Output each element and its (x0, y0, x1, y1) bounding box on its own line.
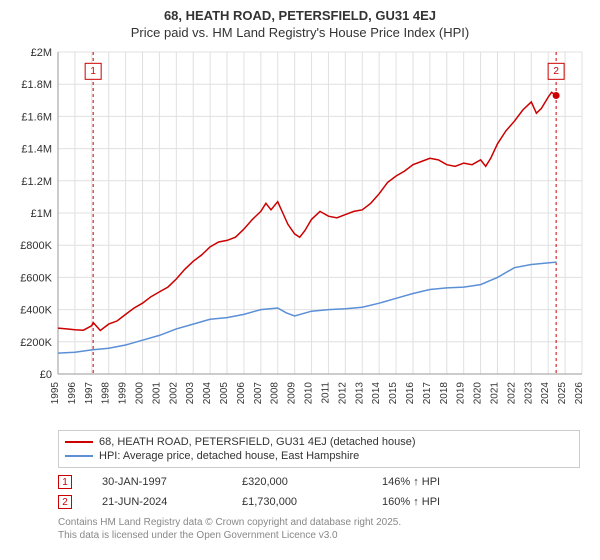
legend-swatch-icon (65, 455, 93, 457)
svg-text:1998: 1998 (101, 382, 112, 405)
svg-text:£400K: £400K (20, 305, 52, 317)
svg-text:£1.4M: £1.4M (21, 144, 52, 156)
svg-text:2025: 2025 (557, 382, 568, 405)
svg-text:2006: 2006 (236, 382, 247, 405)
marker-badge: 1 (58, 475, 72, 489)
title-subtitle: Price paid vs. HM Land Registry's House … (10, 25, 590, 40)
svg-text:2021: 2021 (489, 382, 500, 405)
svg-text:2017: 2017 (422, 382, 433, 405)
svg-text:2002: 2002 (168, 382, 179, 405)
data-point-row: 1 30-JAN-1997 £320,000 146% ↑ HPI (58, 472, 580, 492)
page: 68, HEATH ROAD, PETERSFIELD, GU31 4EJ Pr… (0, 0, 600, 560)
svg-text:2023: 2023 (523, 382, 534, 405)
legend-label: 68, HEATH ROAD, PETERSFIELD, GU31 4EJ (d… (99, 436, 415, 448)
svg-text:2013: 2013 (354, 382, 365, 405)
data-point-date: 21-JUN-2024 (102, 496, 212, 508)
footer-copyright: Contains HM Land Registry data © Crown c… (58, 516, 580, 529)
data-point-date: 30-JAN-1997 (102, 476, 212, 488)
svg-text:2016: 2016 (405, 382, 416, 405)
svg-text:2005: 2005 (219, 382, 230, 405)
svg-text:2: 2 (553, 66, 559, 77)
svg-text:2022: 2022 (506, 382, 517, 405)
svg-text:1: 1 (90, 66, 96, 77)
svg-text:£800K: £800K (20, 240, 52, 252)
svg-text:2003: 2003 (185, 382, 196, 405)
svg-text:£1.8M: £1.8M (21, 79, 52, 91)
data-point-row: 2 21-JUN-2024 £1,730,000 160% ↑ HPI (58, 492, 580, 512)
svg-text:£1.2M: £1.2M (21, 176, 52, 188)
svg-text:2009: 2009 (287, 382, 298, 405)
svg-text:2011: 2011 (320, 382, 331, 404)
svg-text:2018: 2018 (439, 382, 450, 405)
svg-text:2007: 2007 (253, 382, 264, 405)
chart-svg: £0 £200K £400K £600K £800K £1M £1.2M £1.4M £1.6M… (10, 44, 590, 424)
svg-text:2001: 2001 (151, 382, 162, 405)
svg-text:1997: 1997 (84, 382, 95, 405)
svg-text:2010: 2010 (304, 382, 315, 405)
data-point-hpi: 160% ↑ HPI (382, 496, 440, 508)
svg-text:2015: 2015 (388, 382, 399, 405)
svg-text:2014: 2014 (371, 382, 382, 405)
data-points-table: 1 30-JAN-1997 £320,000 146% ↑ HPI 2 21-J… (58, 472, 580, 512)
svg-text:1999: 1999 (118, 382, 129, 405)
svg-text:2008: 2008 (270, 382, 281, 405)
data-point-price: £1,730,000 (242, 496, 352, 508)
legend: 68, HEATH ROAD, PETERSFIELD, GU31 4EJ (d… (58, 430, 580, 468)
svg-text:£1.6M: £1.6M (21, 111, 52, 123)
legend-swatch-icon (65, 441, 93, 443)
chart: £0 £200K £400K £600K £800K £1M £1.2M £1.4M £1.6M… (10, 44, 590, 424)
data-point-price: £320,000 (242, 476, 352, 488)
legend-item: HPI: Average price, detached house, East… (65, 449, 573, 463)
legend-item: 68, HEATH ROAD, PETERSFIELD, GU31 4EJ (d… (65, 435, 573, 449)
data-point-hpi: 146% ↑ HPI (382, 476, 440, 488)
svg-text:£200K: £200K (20, 337, 52, 349)
svg-text:£1M: £1M (31, 208, 52, 220)
svg-text:2019: 2019 (456, 382, 467, 405)
svg-text:2020: 2020 (473, 382, 484, 405)
legend-label: HPI: Average price, detached house, East… (99, 450, 359, 462)
svg-text:1995: 1995 (50, 382, 61, 405)
svg-text:£2M: £2M (31, 47, 52, 59)
svg-text:2026: 2026 (574, 382, 585, 405)
svg-text:2000: 2000 (135, 382, 146, 405)
title-address: 68, HEATH ROAD, PETERSFIELD, GU31 4EJ (10, 8, 590, 23)
svg-text:2024: 2024 (540, 382, 551, 405)
svg-text:2004: 2004 (202, 382, 213, 405)
svg-text:2012: 2012 (337, 382, 348, 405)
marker-badge: 2 (58, 495, 72, 509)
svg-text:£600K: £600K (20, 272, 52, 284)
svg-text:£0: £0 (40, 369, 52, 381)
svg-text:1996: 1996 (67, 382, 78, 405)
footer-license: This data is licensed under the Open Gov… (58, 529, 580, 542)
footer: Contains HM Land Registry data © Crown c… (58, 516, 580, 542)
